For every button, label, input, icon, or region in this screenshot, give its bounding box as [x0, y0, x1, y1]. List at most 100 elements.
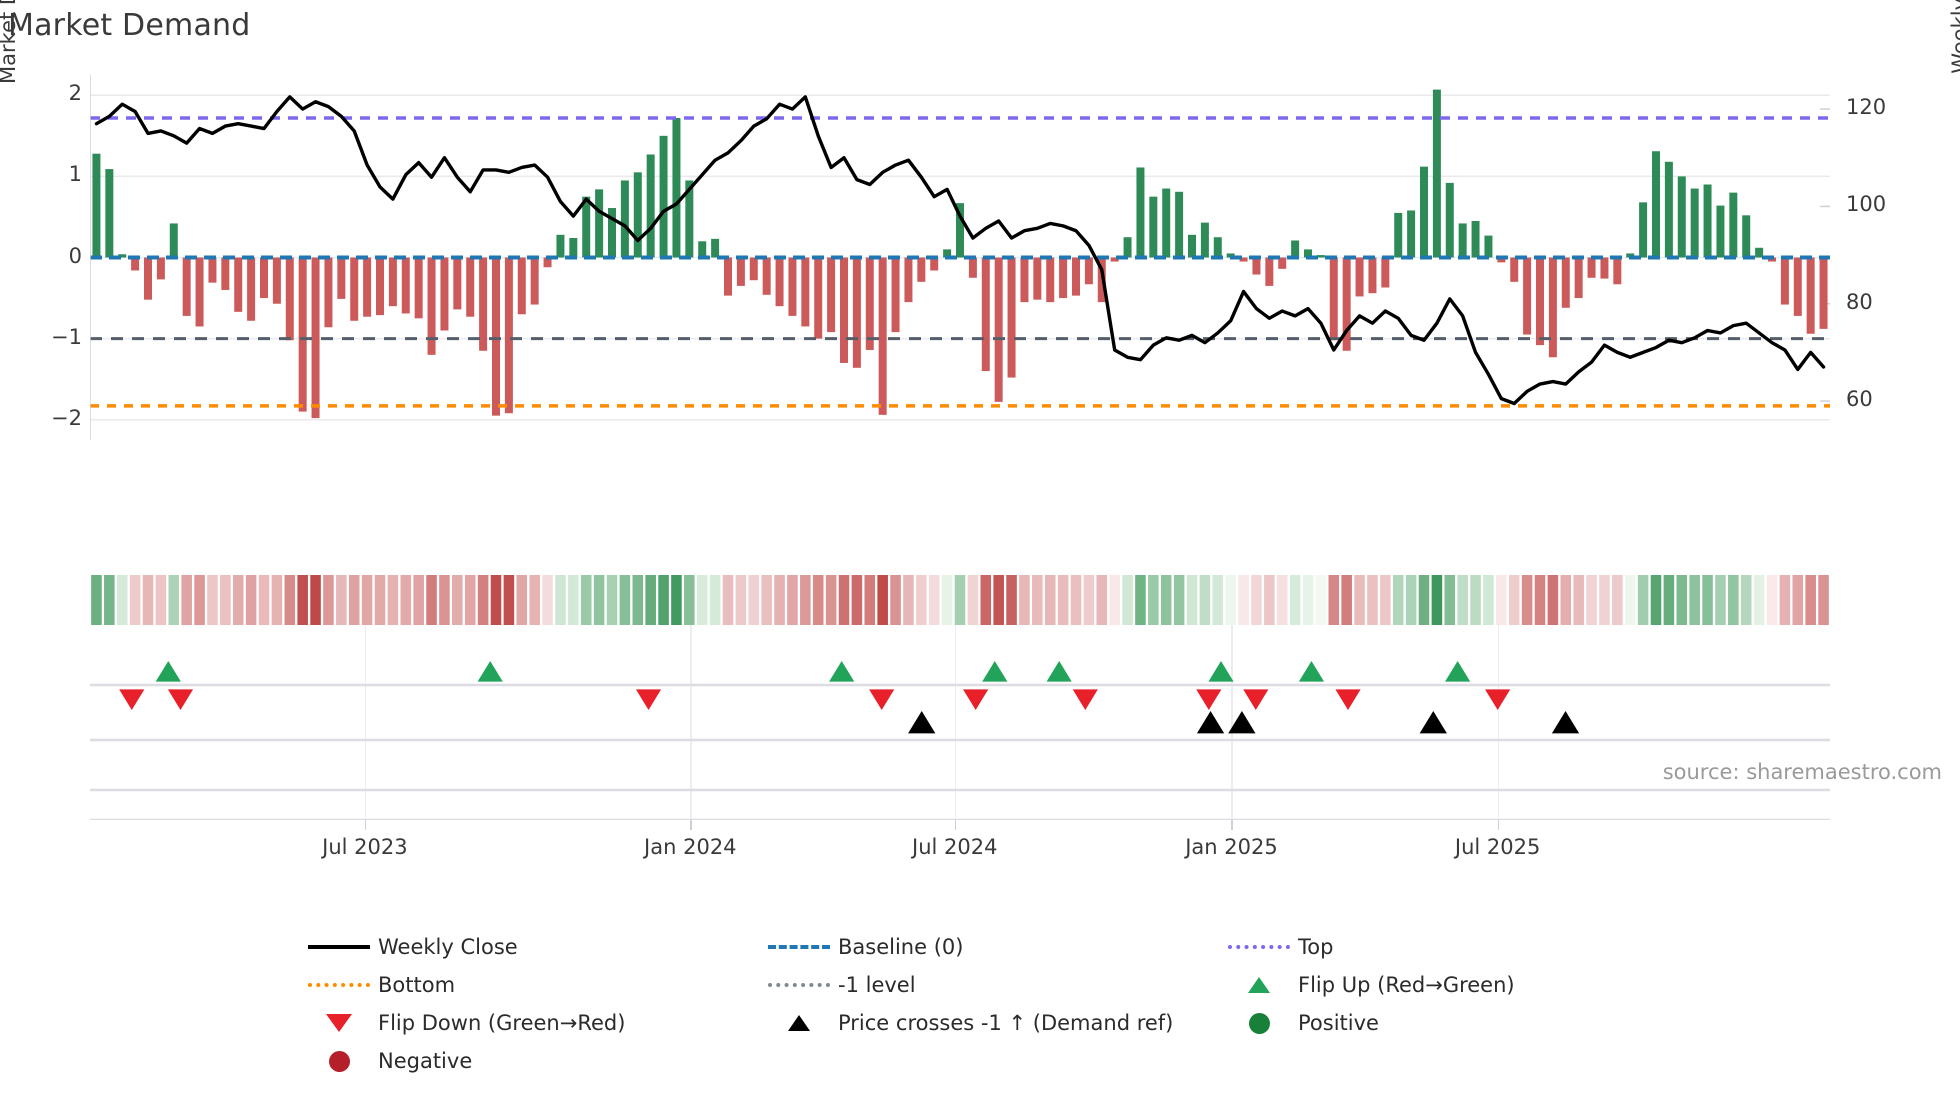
- x-tick-mark: [954, 818, 957, 830]
- x-tick: Jul 2025: [1454, 835, 1541, 859]
- triangle-down-icon: [326, 1014, 352, 1032]
- x-tick: Jul 2024: [912, 835, 998, 859]
- legend-column: Top Flip Up (Red→Green) Positive: [1220, 928, 1680, 1080]
- flip-up-marker: [477, 661, 503, 682]
- x-tick: Jul 2023: [322, 835, 408, 859]
- x-tick: Jan 2024: [644, 835, 737, 859]
- panel-vertical-guide: [1231, 575, 1233, 820]
- top-legend-icon: [1220, 945, 1298, 949]
- source-attribution: source: sharemaestro.com: [1662, 760, 1942, 784]
- flip-up-legend-icon: [1220, 977, 1298, 993]
- legend-label: Flip Up (Red→Green): [1298, 973, 1515, 997]
- negative-legend-icon: [300, 1050, 378, 1072]
- triangle-up-icon: [1248, 977, 1270, 993]
- dotted-line-icon: [308, 983, 370, 987]
- y-tick-right: 60: [1846, 387, 1873, 412]
- legend-item-top[interactable]: Top: [1220, 928, 1680, 966]
- legend-label: Weekly Close: [378, 935, 518, 959]
- demand-intensity-strip: [90, 575, 1830, 625]
- y-tick-right: 100: [1846, 192, 1887, 217]
- flip-down-marker: [963, 689, 989, 710]
- circle-icon: [328, 1050, 350, 1072]
- panel-vertical-guide: [364, 575, 367, 820]
- positive-legend-icon: [1220, 1012, 1298, 1034]
- x-tick-mark: [690, 818, 692, 830]
- y-axis-right-label: Weekly Close Price: [1948, 0, 1960, 135]
- legend-label: Top: [1298, 935, 1334, 959]
- legend-item-flip-up[interactable]: Flip Up (Red→Green): [1220, 966, 1680, 1004]
- flip-markers-panel: [90, 645, 1830, 720]
- flip-down-legend-icon: [300, 1014, 378, 1032]
- flip-down-marker: [869, 689, 895, 710]
- y-tick-left: −2: [51, 405, 82, 430]
- dotted-line-icon: [768, 983, 830, 987]
- x-tick: Jan 2025: [1185, 835, 1278, 859]
- legend-item-flip-down[interactable]: Flip Down (Green→Red): [300, 1004, 760, 1042]
- price-cross-legend-icon: [760, 1015, 838, 1031]
- y-tick-left: 1: [68, 162, 82, 187]
- flip-up-marker: [1208, 661, 1234, 682]
- weekly-close-legend-icon: [300, 945, 378, 949]
- main-plot-svg: [89, 75, 1830, 440]
- legend-label: Baseline (0): [838, 935, 964, 959]
- price-cross-marker: [1228, 711, 1256, 734]
- panel-vertical-guide: [690, 575, 692, 820]
- y-axis-left-label: Market Demand: [0, 0, 20, 84]
- flip-up-marker: [1046, 661, 1072, 682]
- page-title: Market Demand: [8, 8, 251, 43]
- legend-label: Bottom: [378, 973, 456, 997]
- baseline-legend-icon: [760, 945, 838, 949]
- price-cross-svg: [90, 711, 1830, 822]
- flip-up-marker: [829, 661, 855, 682]
- price-cross-marker: [1419, 711, 1447, 734]
- price-cross-marker: [908, 711, 936, 734]
- flip-down-marker: [119, 689, 145, 710]
- flip-down-marker: [167, 689, 194, 710]
- legend-item-negative[interactable]: Negative: [300, 1042, 760, 1080]
- bottom-legend-icon: [300, 983, 378, 987]
- legend-label: Positive: [1298, 1011, 1379, 1035]
- flip-up-marker: [1298, 661, 1325, 682]
- flip-down-marker: [1243, 689, 1269, 710]
- legend-item-minus-one-level[interactable]: -1 level: [760, 966, 1220, 1004]
- dotted-line-icon: [1228, 945, 1290, 949]
- price-cross-marker: [1551, 711, 1580, 734]
- legend-column: Baseline (0) -1 level Price crosses -1 ↑ (…: [760, 928, 1220, 1080]
- legend-item-price-cross[interactable]: Price crosses -1 ↑ (Demand ref): [760, 1004, 1220, 1042]
- triangle-up-icon: [788, 1015, 810, 1031]
- circle-icon: [1248, 1012, 1270, 1034]
- solid-line-icon: [308, 945, 370, 949]
- legend-label: Negative: [378, 1049, 473, 1073]
- flip-up-marker: [1445, 661, 1471, 682]
- dashed-line-icon: [768, 945, 830, 949]
- flip-down-marker: [1072, 689, 1098, 710]
- legend-item-positive[interactable]: Positive: [1220, 1004, 1680, 1042]
- flip-down-marker: [635, 689, 662, 710]
- flip-up-marker: [155, 661, 181, 682]
- price-cross-panel: [90, 700, 1830, 822]
- heatmap-svg: [91, 575, 1829, 625]
- x-tick-mark: [364, 818, 367, 830]
- chart-legend: Weekly Close Bottom Flip Down (Green→Red) N…: [300, 928, 1700, 1080]
- main-demand-plot: [89, 75, 1830, 440]
- flip-up-marker: [982, 661, 1008, 682]
- flip-down-marker: [1196, 689, 1222, 710]
- price-cross-marker: [1196, 711, 1225, 734]
- x-tick-mark: [1497, 818, 1500, 830]
- y-tick-left: 2: [68, 81, 82, 106]
- y-tick-left: 0: [68, 243, 82, 268]
- y-tick-left: −1: [51, 324, 82, 349]
- legend-item-bottom[interactable]: Bottom: [300, 966, 760, 1004]
- flip-down-marker: [1335, 689, 1361, 710]
- legend-item-baseline[interactable]: Baseline (0): [760, 928, 1220, 966]
- legend-label: Price crosses -1 ↑ (Demand ref): [838, 1011, 1174, 1035]
- flip-markers-svg: [90, 661, 1830, 710]
- legend-item-weekly-close[interactable]: Weekly Close: [300, 928, 760, 966]
- legend-label: -1 level: [838, 973, 916, 997]
- panel-vertical-guide: [954, 575, 957, 820]
- minus-one-level-legend-icon: [760, 983, 838, 987]
- x-tick-mark: [1231, 818, 1233, 830]
- legend-label: Flip Down (Green→Red): [378, 1011, 626, 1035]
- legend-columns: Weekly Close Bottom Flip Down (Green→Red) N…: [300, 928, 1700, 1080]
